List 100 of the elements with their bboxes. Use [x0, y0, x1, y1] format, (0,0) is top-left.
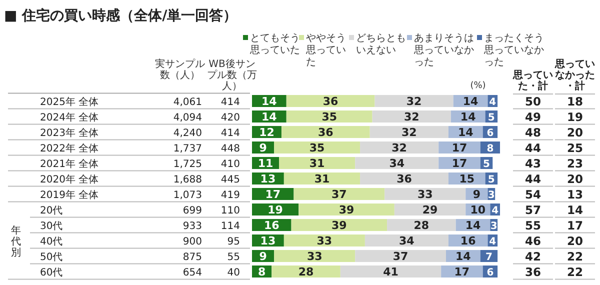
text: 4,061 [173, 97, 202, 108]
data-label: 19 [268, 204, 283, 216]
y-tick-label: 50代 [40, 252, 63, 263]
text: 48 [524, 126, 542, 140]
bar [438, 157, 480, 169]
text: 448 [220, 144, 240, 154]
bar [364, 234, 448, 246]
data-label: 37 [332, 188, 347, 201]
legend-label: あまりそうは思っていなかった [413, 33, 474, 68]
data-label: 28 [414, 219, 430, 232]
data-label: 9 [259, 142, 267, 154]
text: 実サンプル数（人） [155, 58, 205, 81]
y-tick-label: 2021年 全体 [40, 158, 99, 170]
y-tick-label: 20代 [40, 206, 63, 216]
data-label: 37 [392, 250, 408, 263]
data-label: 7 [485, 252, 492, 263]
text: (%) [470, 81, 486, 91]
bar [387, 219, 456, 231]
text: 1,688 [173, 174, 202, 186]
data-label: 36 [322, 95, 339, 108]
data-label: 35 [309, 142, 325, 154]
data-label: 4 [492, 206, 499, 216]
text: 46 [524, 234, 542, 248]
bar [298, 204, 394, 216]
data-label: 4 [489, 97, 496, 108]
legend-label: ややそう思っていた [305, 33, 346, 68]
text: 22 [566, 265, 584, 279]
data-label: 16 [264, 219, 280, 232]
bar [281, 126, 370, 138]
text: 55 [227, 252, 240, 263]
data-label: 32 [401, 126, 417, 139]
data-label: 10 [470, 204, 486, 216]
text: 20 [566, 126, 584, 140]
text: 699 [182, 206, 202, 216]
bar [360, 142, 439, 154]
y-tick-label: 2025年 全体 [40, 96, 99, 108]
y-tick-label: 2022年 全体 [40, 142, 99, 154]
y-tick-label: 2023年 全体 [40, 127, 99, 139]
bar [355, 157, 439, 169]
bar [286, 110, 372, 122]
legend-label: とてもそう思っていた [249, 33, 300, 56]
text: 114 [220, 221, 240, 232]
text: 900 [182, 236, 202, 248]
data-label: 3 [490, 221, 498, 232]
text: 20 [566, 234, 584, 248]
data-label: 11 [258, 157, 274, 170]
text: 23 [566, 156, 584, 170]
data-label: 14 [462, 95, 479, 108]
text: 4,094 [173, 112, 202, 124]
bar [284, 172, 360, 184]
data-label: 12 [259, 126, 274, 139]
text: 50 [524, 94, 542, 108]
y-tick-label: 30代 [40, 221, 63, 232]
data-label: 33 [417, 188, 433, 201]
text: 44 [524, 172, 542, 186]
bar [394, 204, 466, 216]
data-label: 33 [306, 250, 322, 263]
data-label: 14 [262, 110, 278, 124]
data-label: 3 [488, 190, 495, 201]
text: 17 [566, 218, 584, 232]
y-tick-label: 60代 [40, 268, 63, 278]
y-tick-label: 2020年 全体 [40, 174, 99, 186]
data-label: 13 [260, 172, 276, 186]
data-label: 28 [298, 266, 314, 278]
data-label: 16 [460, 234, 476, 248]
bar [384, 188, 466, 200]
data-label: 13 [260, 234, 276, 248]
bar [340, 266, 442, 278]
data-label: 14 [465, 219, 481, 232]
text: 55 [524, 218, 542, 232]
y-tick-label: 2019年 全体 [40, 189, 99, 201]
legend-label: まったくそう思っていなかった [483, 33, 544, 68]
data-label: 9 [259, 250, 267, 263]
text: 95 [227, 236, 240, 248]
text: 410 [220, 159, 240, 170]
bar [291, 219, 388, 231]
data-label: 34 [399, 234, 415, 248]
data-label: 17 [454, 266, 470, 278]
text: 419 [220, 190, 240, 201]
data-label: 32 [404, 110, 420, 124]
data-label: 34 [389, 157, 405, 170]
text: 1,073 [173, 190, 202, 201]
text: 20 [566, 172, 584, 186]
text: 57 [524, 203, 542, 217]
bar [374, 95, 454, 107]
data-label: 35 [322, 110, 338, 124]
bar [272, 266, 340, 278]
text: 25 [566, 141, 584, 155]
text: 420 [220, 112, 240, 124]
text: 414 [220, 128, 240, 139]
data-label: 14 [456, 250, 472, 263]
text: 4,240 [173, 128, 202, 139]
text: 49 [524, 110, 542, 124]
data-label: 14 [262, 95, 278, 108]
data-label: 5 [483, 159, 490, 170]
data-label: 14 [458, 126, 474, 139]
text: 43 [524, 156, 542, 170]
text: 19 [566, 110, 584, 124]
text: 思っていた・計 [512, 69, 553, 92]
text: 13 [566, 188, 584, 202]
